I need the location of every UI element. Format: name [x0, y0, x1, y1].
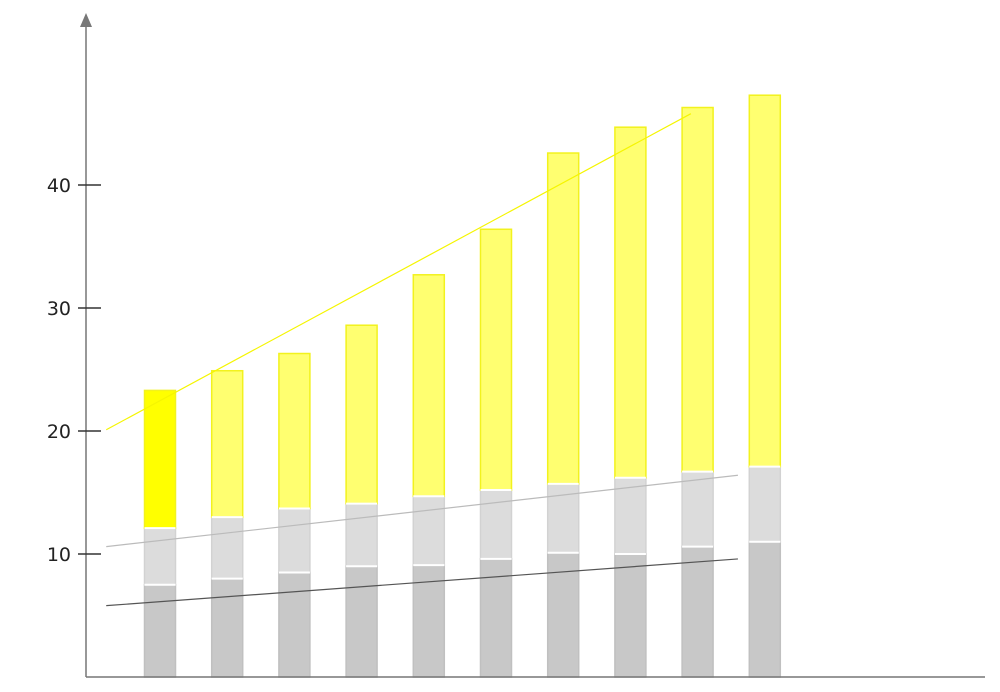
y-tick-label: 10: [47, 544, 71, 566]
y-tick-label: 40: [47, 175, 71, 197]
bar-segment-2-9: [681, 470, 714, 548]
bar-segment-1-1: [143, 584, 177, 678]
bar-segment-2-3: [278, 507, 311, 574]
bar-segment-2-10: [748, 465, 782, 543]
bar-segment-3-1: [143, 389, 177, 529]
bar-segment-2-4: [345, 502, 378, 568]
trendlines-layer: [105, 113, 738, 607]
bar-segment-2-8: [614, 476, 647, 555]
trendline-1: [106, 558, 738, 607]
bar-segment-3-8: [614, 126, 647, 479]
bar-segment-2-6: [479, 489, 513, 560]
bar-segment-1-3: [278, 571, 311, 678]
bar-segment-3-4: [345, 324, 378, 505]
y-axis-arrow-icon: [80, 13, 92, 27]
trendline-2: [106, 474, 738, 548]
trendline-3: [105, 113, 692, 431]
bar-segment-1-4: [345, 565, 378, 678]
bar-segment-2-2: [210, 516, 244, 580]
bar-segment-1-5: [412, 564, 446, 678]
y-tick-label: 30: [47, 298, 71, 320]
bar-segment-1-8: [614, 553, 647, 678]
bar-segment-3-7: [546, 152, 580, 485]
bar-segment-3-2: [210, 369, 244, 518]
bar-segment-3-9: [681, 106, 714, 473]
bar-segment-3-10: [748, 94, 782, 468]
bar-segment-3-3: [278, 352, 311, 510]
bar-segment-1-2: [210, 577, 244, 678]
bars-layer: [143, 94, 782, 678]
axes-layer: [80, 13, 985, 678]
y-tick-label: 20: [47, 421, 71, 443]
bar-segment-1-9: [681, 545, 714, 678]
bar-segment-2-5: [412, 495, 446, 566]
bar-segment-3-6: [479, 228, 513, 491]
bar-segment-3-5: [412, 274, 446, 497]
bar-segment-1-10: [748, 540, 782, 678]
bar-segment-2-1: [143, 527, 177, 586]
y-ticks-layer: 10 20 30 40: [47, 175, 101, 566]
